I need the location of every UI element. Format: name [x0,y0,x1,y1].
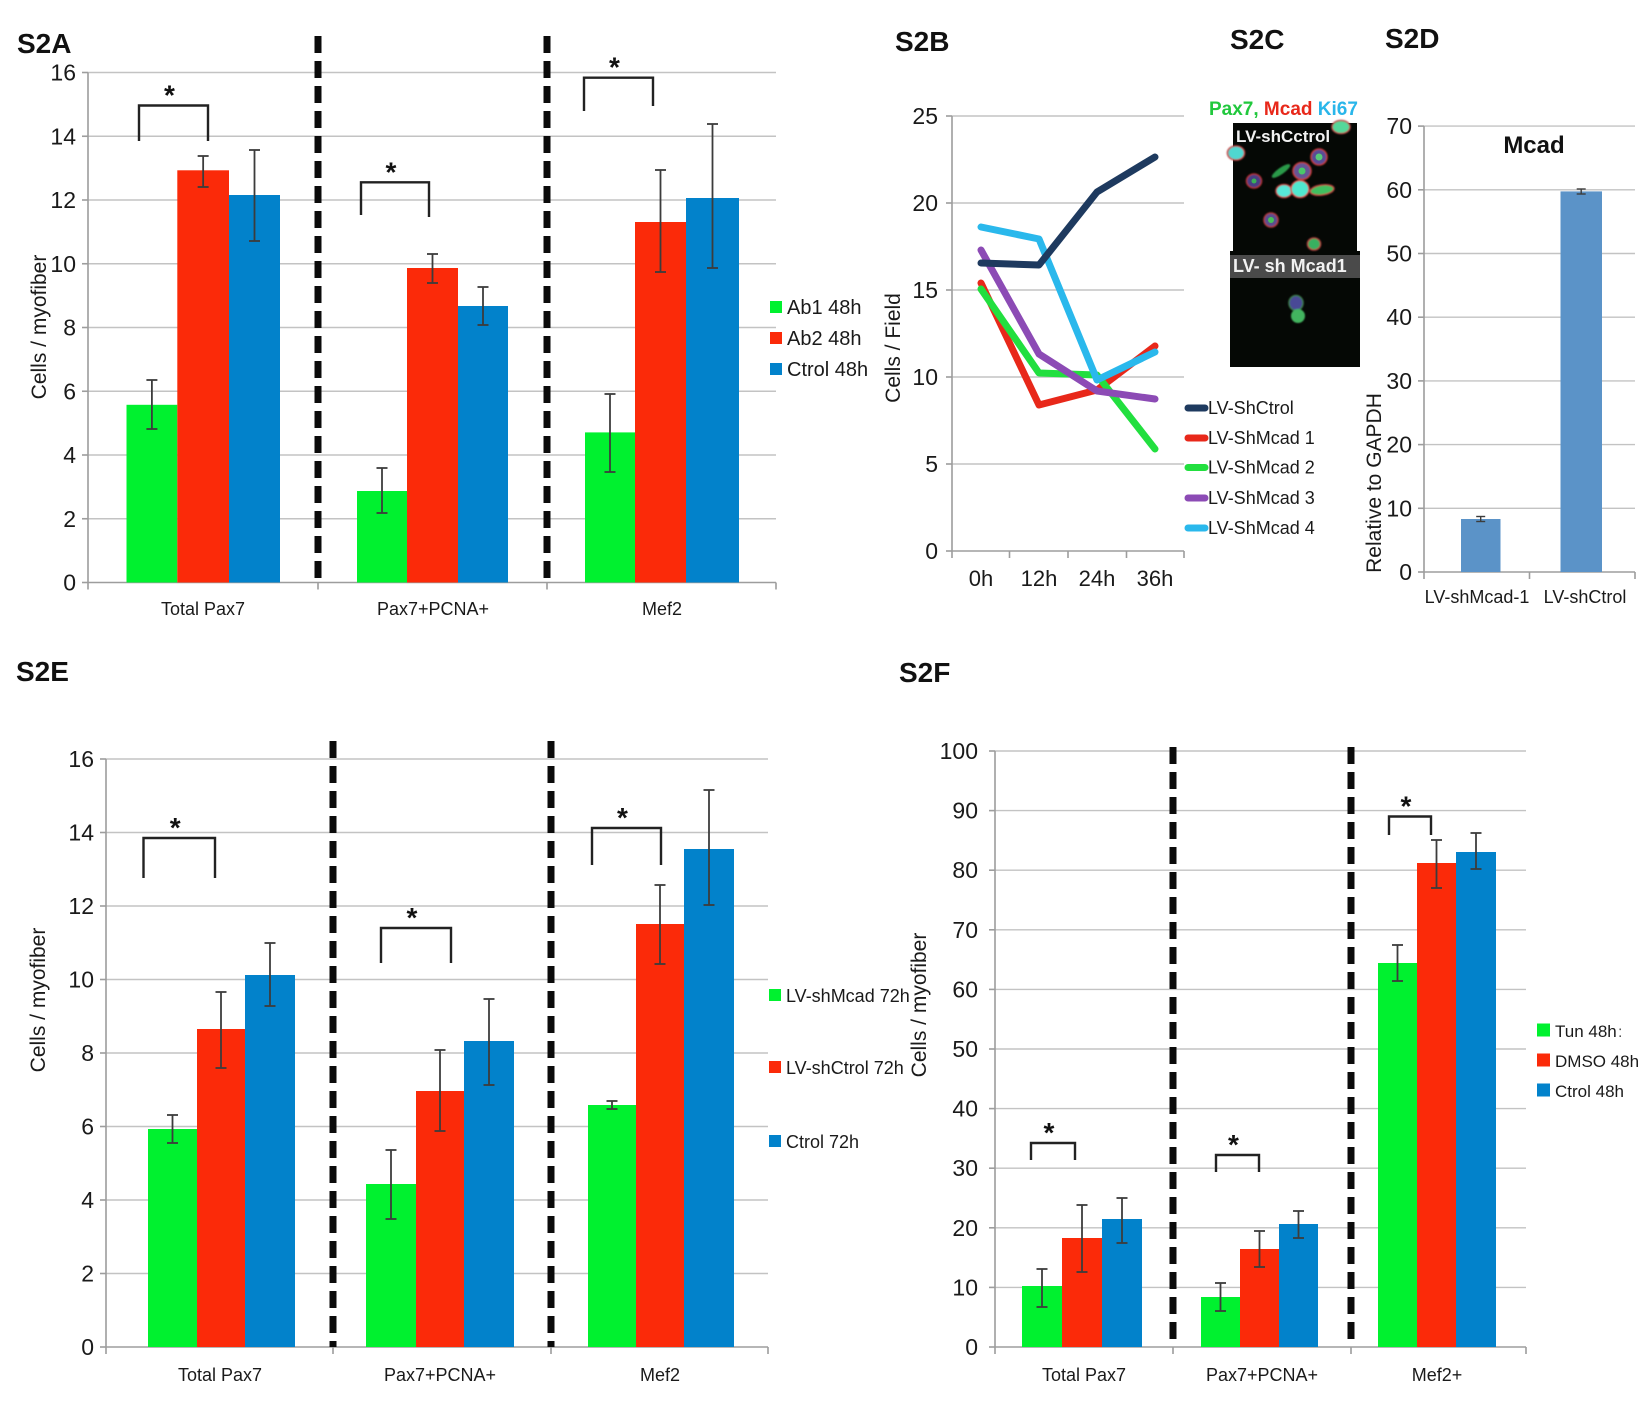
svg-text:Pax7+PCNA+: Pax7+PCNA+ [1206,1365,1318,1385]
svg-text:40: 40 [1386,304,1412,330]
svg-text:LV- sh Mcad1: LV- sh Mcad1 [1233,256,1347,276]
svg-text:*: * [1401,791,1412,822]
svg-text:Mef2+: Mef2+ [1412,1365,1463,1385]
svg-text:Mcad: Mcad [1503,132,1564,159]
svg-text:LV-ShMcad 3: LV-ShMcad 3 [1208,488,1315,508]
svg-text:12: 12 [50,187,76,213]
svg-text:0: 0 [965,1334,978,1360]
svg-text:LV-ShCtrol: LV-ShCtrol [1208,398,1294,418]
svg-text:Ctrol 48h: Ctrol 48h [1555,1082,1624,1101]
svg-text:40: 40 [952,1096,978,1122]
svg-text:8: 8 [81,1040,94,1066]
svg-text:15: 15 [912,277,938,303]
svg-text:8: 8 [63,315,76,341]
svg-text:50: 50 [952,1036,978,1062]
svg-text::: : [1618,1024,1622,1041]
svg-text:*: * [386,156,397,187]
svg-text:2: 2 [63,506,76,532]
svg-text:20: 20 [912,190,938,216]
svg-text:14: 14 [50,123,76,149]
svg-text:Ctrol 48h: Ctrol 48h [787,359,868,381]
svg-text:6: 6 [63,378,76,404]
svg-text:5: 5 [925,451,938,477]
svg-text:Total Pax7: Total Pax7 [1042,1365,1126,1385]
svg-text:90: 90 [952,798,978,824]
svg-text:2: 2 [81,1261,94,1287]
svg-text:0: 0 [925,538,938,564]
svg-text:70: 70 [1386,113,1412,139]
svg-text:S2D: S2D [1385,23,1439,54]
svg-text:12h: 12h [1021,566,1058,591]
svg-text:10: 10 [1386,495,1412,521]
svg-text:S2E: S2E [16,656,69,687]
svg-text:LV-shCctrol: LV-shCctrol [1236,127,1330,146]
svg-text:Cells / Field: Cells / Field [882,293,905,403]
svg-text:30: 30 [952,1155,978,1181]
svg-text:Total Pax7: Total Pax7 [161,599,245,619]
svg-text:60: 60 [952,976,978,1002]
svg-text:50: 50 [1386,241,1412,267]
svg-text:Cells / myofiber: Cells / myofiber [27,928,50,1073]
svg-text:36h: 36h [1137,566,1174,591]
svg-text:*: * [1044,1117,1055,1148]
svg-text:10: 10 [50,251,76,277]
svg-text:30: 30 [1386,368,1412,394]
svg-text:4: 4 [63,442,76,468]
svg-text:0: 0 [81,1334,94,1360]
svg-text:*: * [617,802,628,833]
svg-text:Pax7+PCNA+: Pax7+PCNA+ [377,599,489,619]
svg-text:*: * [170,812,181,843]
svg-text:S2C: S2C [1230,24,1284,55]
svg-text:Ab2 48h: Ab2 48h [787,328,862,350]
svg-text:70: 70 [952,917,978,943]
svg-text:Cells / myofiber: Cells / myofiber [28,255,51,400]
svg-text:Total Pax7: Total Pax7 [178,1365,262,1385]
svg-text:S2B: S2B [895,26,949,57]
svg-text:10: 10 [952,1274,978,1300]
svg-text:16: 16 [50,60,76,86]
svg-text:*: * [609,52,620,83]
svg-text:Mef2: Mef2 [642,599,682,619]
svg-text:25: 25 [912,103,938,129]
svg-text:S2F: S2F [899,657,950,688]
svg-text:Cells / myofiber: Cells / myofiber [908,933,931,1078]
svg-text:LV-shMcad-1: LV-shMcad-1 [1425,587,1530,607]
svg-text:6: 6 [81,1114,94,1140]
svg-text:LV-shCtrol 72h: LV-shCtrol 72h [786,1058,904,1078]
svg-text:10: 10 [68,967,94,993]
svg-text:16: 16 [68,746,94,772]
svg-text:Ctrol 72h: Ctrol 72h [786,1132,859,1152]
svg-text:LV-ShMcad 4: LV-ShMcad 4 [1208,518,1315,538]
svg-text:80: 80 [952,857,978,883]
svg-text:*: * [164,80,175,111]
svg-text:*: * [407,902,418,933]
svg-text:LV-shMcad 72h: LV-shMcad 72h [786,986,910,1006]
svg-text:LV-ShMcad 1: LV-ShMcad 1 [1208,428,1315,448]
svg-text:24h: 24h [1079,566,1116,591]
svg-text:12: 12 [68,893,94,919]
svg-text:LV-ShMcad 2: LV-ShMcad 2 [1208,458,1315,478]
svg-text:100: 100 [940,738,978,764]
svg-text:*: * [1228,1129,1239,1160]
svg-text:LV-shCtrol: LV-shCtrol [1544,587,1627,607]
svg-text:0h: 0h [969,566,993,591]
svg-text:0: 0 [63,570,76,596]
svg-text:60: 60 [1386,177,1412,203]
svg-text:S2A: S2A [17,28,71,59]
svg-text:20: 20 [952,1215,978,1241]
svg-text:Tun 48h: Tun 48h [1555,1022,1617,1041]
svg-text:DMSO 48h: DMSO 48h [1555,1052,1639,1071]
svg-text:Mef2: Mef2 [640,1365,680,1385]
svg-text:Pax7, Mcad Ki67: Pax7, Mcad Ki67 [1209,99,1358,120]
svg-text:Pax7+PCNA+: Pax7+PCNA+ [384,1365,496,1385]
svg-text:Relative to GAPDH: Relative to GAPDH [1363,393,1386,573]
svg-text:14: 14 [68,820,94,846]
svg-text:10: 10 [912,364,938,390]
svg-text:Ab1 48h: Ab1 48h [787,297,862,319]
svg-text:4: 4 [81,1187,94,1213]
svg-text:0: 0 [1399,559,1412,585]
svg-text:20: 20 [1386,432,1412,458]
